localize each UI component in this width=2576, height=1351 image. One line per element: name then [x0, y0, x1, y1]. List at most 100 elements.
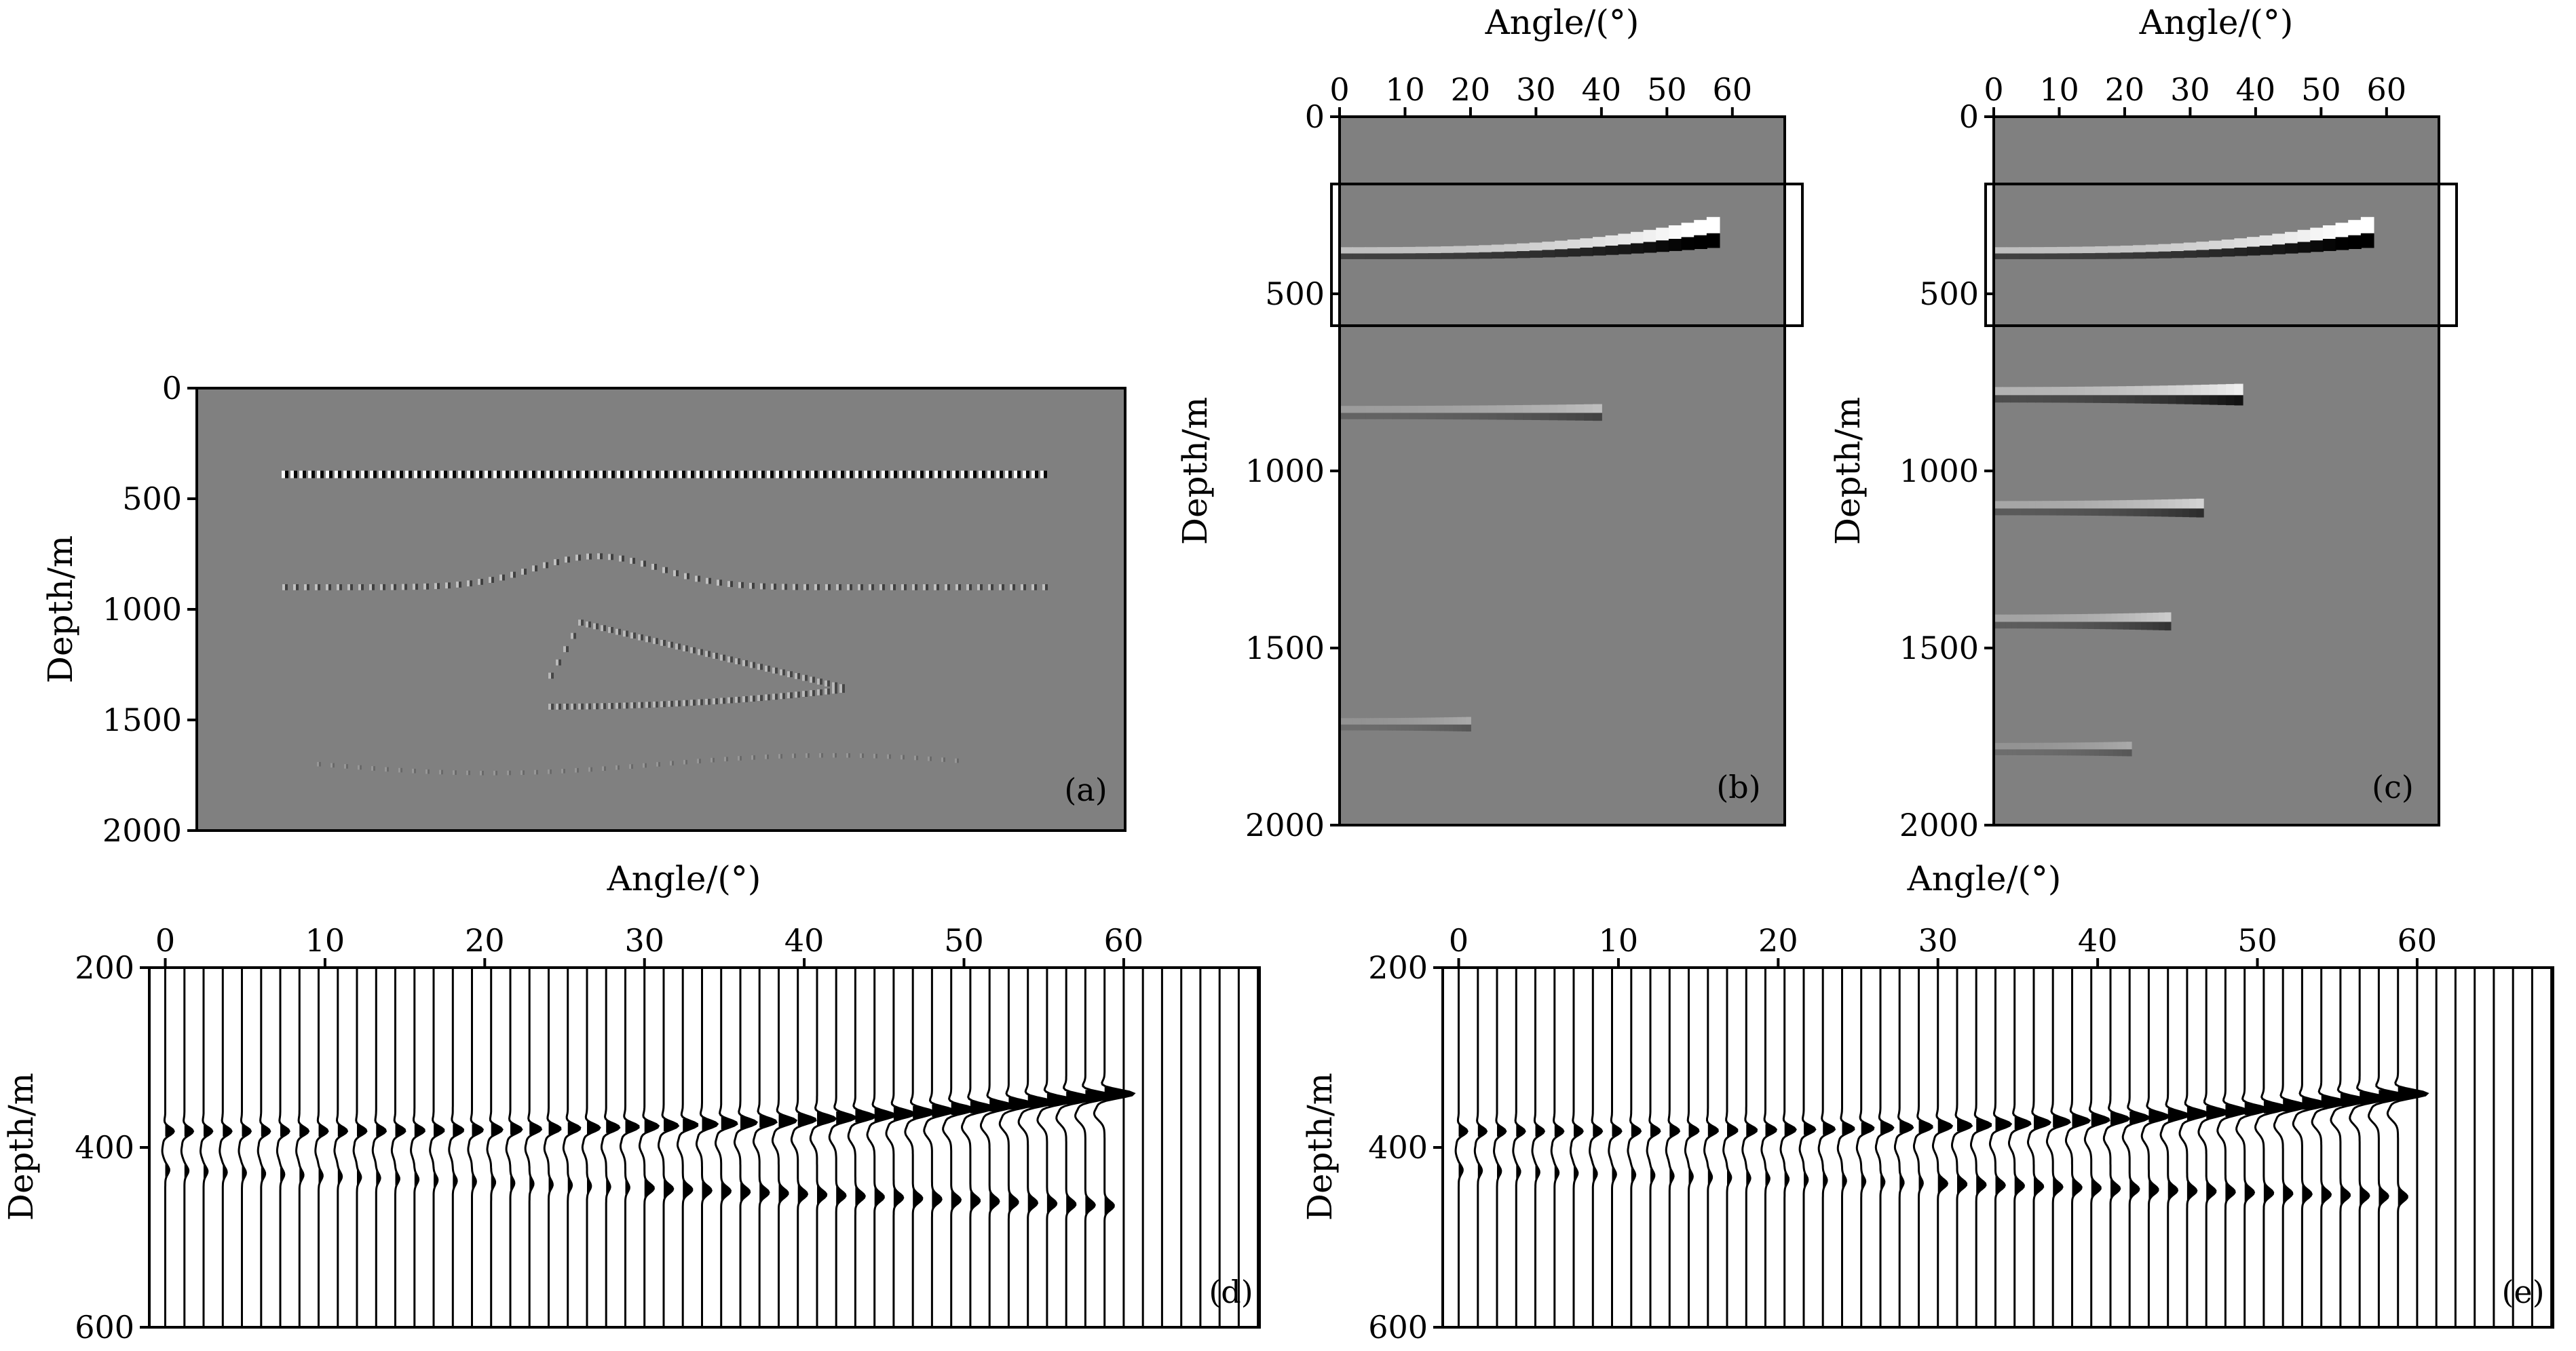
event-dark: [2182, 508, 2191, 518]
event-band: [1340, 404, 1602, 421]
ytick-label: 200: [1368, 949, 1428, 986]
reflector-light: [928, 756, 930, 761]
reflector-light: [575, 554, 578, 561]
reflector-light: [793, 470, 797, 478]
trace-fill: [702, 1117, 718, 1132]
reflector-dark: [741, 582, 744, 588]
reflector-dark: [417, 470, 421, 478]
reflector-dark: [820, 689, 822, 696]
trace-fill: [472, 1173, 476, 1191]
panel-d: 0 10 20 30 40 50 60 200 400 600 Angle/(°) Depth/…: [1, 859, 1261, 1346]
event-dark: [1401, 413, 1410, 419]
reflector-light: [670, 470, 673, 478]
event-dark: [2035, 508, 2044, 516]
event-light: [2029, 614, 2036, 622]
event-dark: [1542, 250, 1556, 258]
event-dark: [1426, 724, 1433, 731]
event-dark: [2310, 240, 2324, 252]
event-light: [2134, 385, 2144, 396]
event-dark: [1514, 413, 1524, 420]
reflector-light: [660, 701, 663, 708]
event-dark: [1994, 749, 1999, 755]
event-dark: [1448, 724, 1454, 731]
trace-line: [960, 968, 996, 1327]
event-light: [2011, 614, 2018, 622]
trace-fill: [1804, 1171, 1808, 1189]
reflector-dark: [573, 703, 576, 710]
trace-fill: [797, 1183, 808, 1205]
reflector-dark: [506, 470, 509, 478]
event-dark: [1365, 253, 1378, 259]
reflector-light: [714, 470, 717, 478]
reflector-light: [802, 674, 805, 681]
event-light: [1517, 243, 1530, 252]
reflector-dark: [915, 584, 917, 590]
panel-b: 0 10 20 30 40 50 60 0 500 1000 1500 2000 Angle/(°)…: [1175, 3, 1804, 843]
event-dark: [2006, 253, 2020, 259]
event-light: [1374, 718, 1380, 725]
reflector-dark: [685, 759, 687, 765]
event-dark: [2084, 508, 2093, 516]
reflector-dark: [618, 628, 621, 635]
reflector-dark: [726, 757, 728, 762]
trace-fill: [1937, 1118, 1952, 1133]
reflector-light: [1042, 584, 1045, 590]
reflector-light: [630, 558, 632, 564]
reflector: [548, 620, 845, 710]
event-dark: [2053, 749, 2059, 756]
trace-fill: [644, 1178, 654, 1200]
trace-fill: [740, 1181, 750, 1204]
event-light: [2133, 245, 2146, 252]
event-light: [2259, 235, 2273, 246]
trace-line: [1589, 968, 1604, 1327]
reflector-light: [757, 695, 760, 702]
panel-c: 0 10 20 30 40 50 60 0 500 1000 1500 2000 Angle/(°)…: [1828, 3, 2458, 843]
event-dark: [2060, 395, 2069, 403]
event-band: [1994, 383, 2243, 406]
reflector-dark: [513, 571, 516, 578]
trace-line: [2064, 968, 2091, 1327]
event-dark: [1681, 237, 1695, 250]
event-dark: [2360, 233, 2374, 248]
event-dark: [1531, 413, 1541, 421]
trace: [1627, 968, 1642, 1327]
trace-line: [1512, 968, 1526, 1327]
event-light: [1470, 405, 1480, 413]
reflector-light: [955, 584, 958, 590]
event-light: [2117, 613, 2125, 622]
reflector-light: [847, 584, 850, 590]
reflector-light: [1005, 470, 1008, 478]
reflector-light: [811, 470, 814, 478]
event-dark: [2113, 749, 2119, 757]
event-light: [1580, 238, 1594, 248]
trace: [2273, 968, 2310, 1327]
event-dark: [2022, 508, 2030, 516]
event-light: [1448, 717, 1454, 725]
panel-a-background: [197, 388, 1125, 831]
trace-line: [847, 968, 877, 1327]
event-dark: [1415, 253, 1429, 259]
xtick-label: 20: [2105, 71, 2145, 108]
reflector-light: [765, 755, 767, 759]
event-light: [1439, 717, 1445, 725]
trace: [371, 968, 387, 1327]
event-light: [2003, 742, 2009, 750]
reflector-light: [817, 689, 820, 696]
event-dark: [2043, 508, 2051, 516]
trace: [2140, 968, 2170, 1327]
reflector-dark: [894, 470, 897, 478]
event-light: [2234, 238, 2248, 248]
reflector-dark: [670, 641, 673, 648]
event-dark: [1540, 413, 1550, 421]
event-light: [1431, 717, 1437, 725]
trace-fill: [491, 1122, 503, 1137]
reflector-dark: [578, 554, 581, 561]
reflector-light: [727, 581, 730, 588]
event-light: [2129, 613, 2136, 622]
event-light: [1994, 387, 2003, 396]
reflector-dark: [700, 699, 703, 706]
event-light: [2018, 387, 2028, 396]
event-dark: [1605, 246, 1619, 255]
reflector: [317, 753, 959, 776]
trace: [2159, 968, 2191, 1327]
